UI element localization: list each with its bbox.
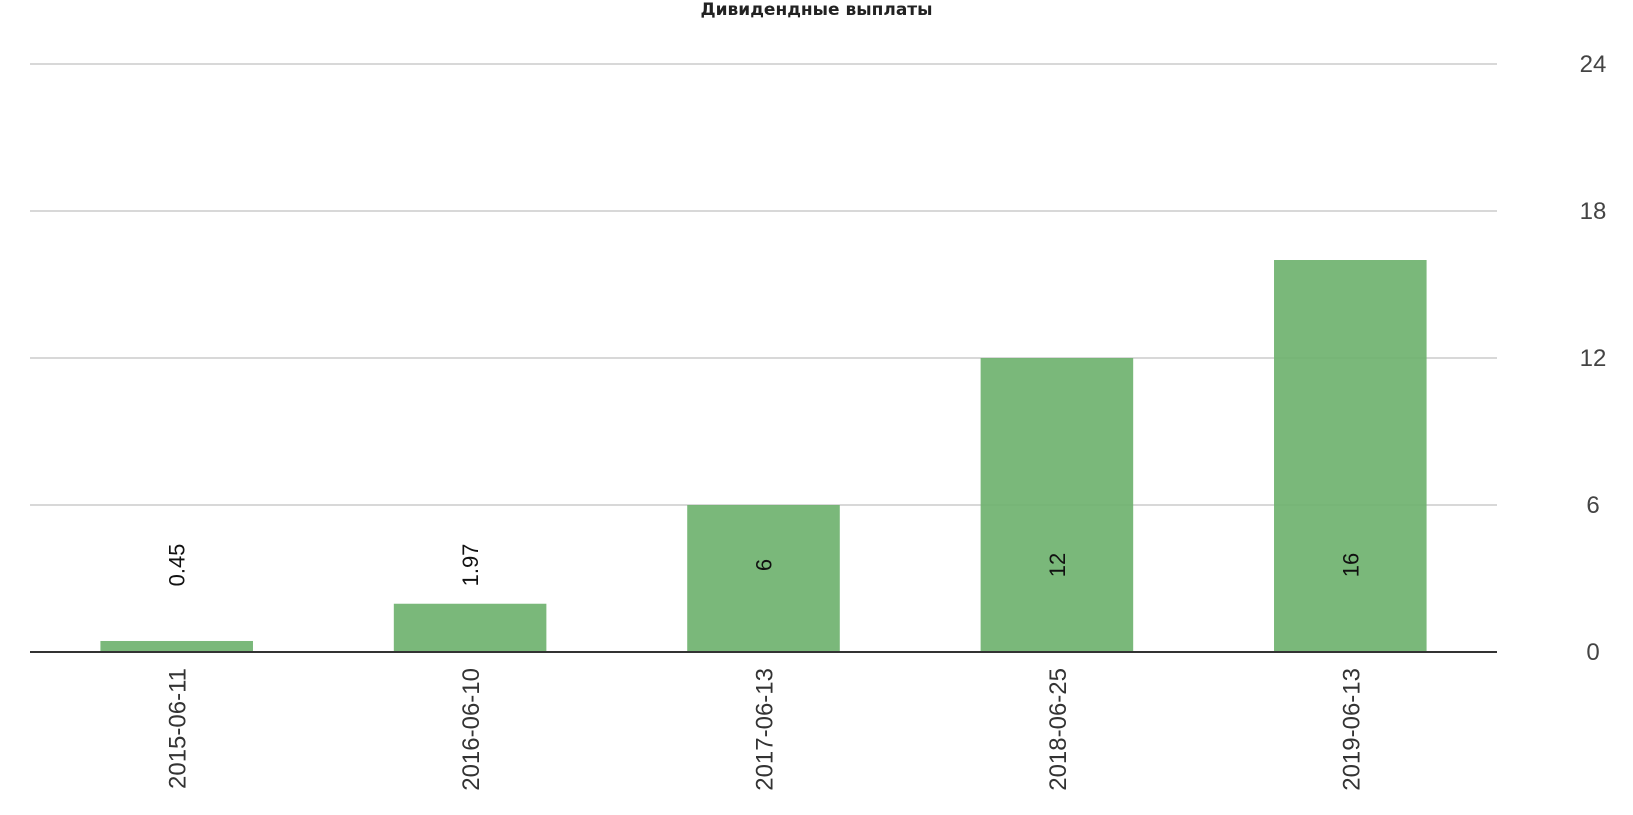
- y-tick-label: 18: [1580, 198, 1607, 225]
- y-tick-label: 0: [1586, 639, 1599, 666]
- x-tick-label: 2017-06-13: [752, 668, 779, 791]
- y-tick-label: 6: [1586, 492, 1599, 519]
- data-labels: 0.45 1.97 6 12 16: [165, 544, 1364, 587]
- bar-2015-06-11: [100, 640, 253, 652]
- bar-2016-06-10: [393, 603, 547, 652]
- data-label: 0.45: [165, 544, 190, 587]
- x-tick-label: 2016-06-10: [458, 668, 485, 791]
- bar-2017-06-13: [687, 505, 840, 652]
- data-label: 16: [1338, 553, 1363, 577]
- x-axis-ticks: 2015-06-11 2016-06-10 2017-06-13 2018-06-25…: [165, 668, 1366, 791]
- data-label: 12: [1045, 553, 1070, 577]
- x-tick-label: 2015-06-11: [165, 668, 192, 789]
- x-tick-label: 2018-06-25: [1045, 668, 1072, 791]
- bar-2019-06-13: [1274, 260, 1427, 652]
- y-tick-label: 24: [1580, 51, 1607, 78]
- data-label: 1.97: [458, 544, 483, 587]
- bar-2018-06-25: [980, 358, 1134, 652]
- x-tick-label: 2019-06-13: [1338, 668, 1365, 791]
- bars: [100, 260, 1427, 652]
- chart-title: Дивидендные выплаты: [700, 0, 933, 20]
- y-axis-ticks: 0 6 12 18 24: [1580, 51, 1607, 666]
- y-tick-label: 12: [1580, 345, 1607, 372]
- data-label: 6: [752, 559, 777, 571]
